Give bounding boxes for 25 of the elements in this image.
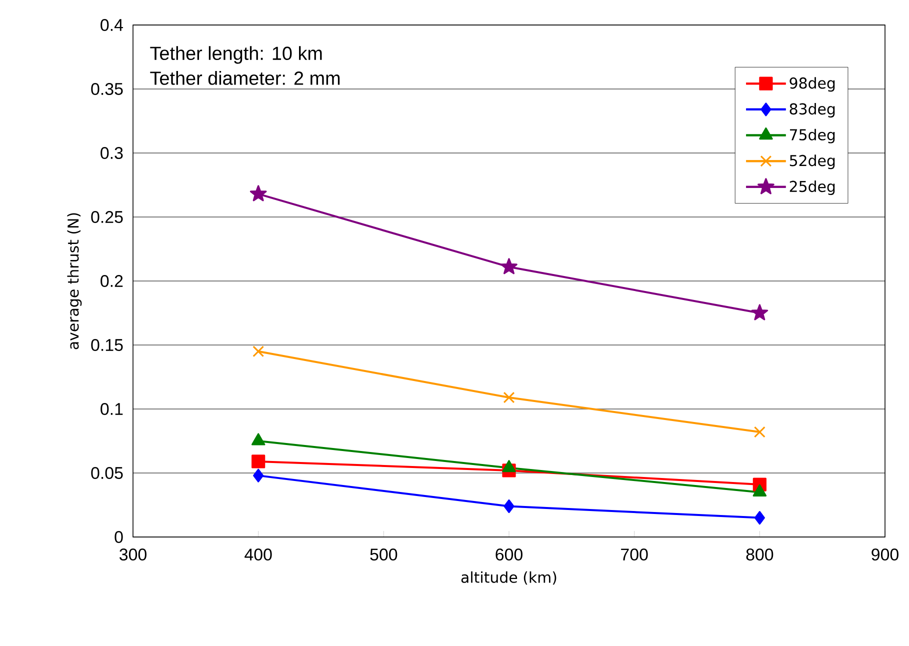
annotation: Tether diameter: 2 mm [150, 71, 340, 85]
legend-label: 75deg [790, 128, 835, 144]
y-tick-label: 0.05 [91, 467, 123, 479]
x-axis-title: altitude (km) [461, 571, 556, 585]
y-tick-label: 0 [114, 531, 123, 543]
y-tick-label: 0.1 [100, 403, 123, 415]
x-tick-label: 800 [746, 548, 774, 561]
y-tick-label: 0.3 [100, 147, 123, 159]
y-axis-title: average thrust (N) [67, 213, 82, 350]
x-tick-label: 300 [120, 548, 146, 561]
y-tick-label: 0.35 [91, 83, 123, 95]
x-tick-label: 900 [872, 548, 898, 561]
y-tick-label: 0.2 [100, 275, 123, 287]
annotation: Tether length: 10 km [150, 46, 322, 64]
y-tick-label: 0.15 [91, 339, 123, 351]
legend-label: 52deg [790, 154, 835, 170]
x-tick-label: 500 [370, 548, 398, 561]
x-tick-label: 400 [244, 548, 272, 561]
x-tick-label: 600 [496, 548, 522, 561]
legend-label: 98deg [790, 77, 835, 92]
legend-label: 83deg [790, 103, 835, 118]
y-tick-label: 0.25 [91, 211, 123, 223]
x-tick-label: 700 [621, 548, 648, 561]
legend-label: 25deg [790, 180, 835, 195]
y-tick-label: 0.4 [100, 19, 123, 31]
